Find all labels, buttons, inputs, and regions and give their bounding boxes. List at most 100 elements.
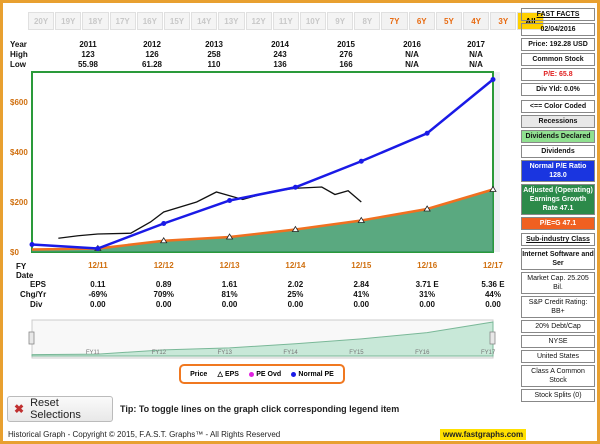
navigator-label: FY13 <box>218 350 233 356</box>
reset-selections-label: Reset Selections <box>30 397 81 421</box>
eps-cell: 2.02 <box>287 280 304 289</box>
high-cell: 276 <box>339 50 353 59</box>
legend-peg[interactable]: P/E=G 47.1 <box>521 217 595 230</box>
div-label: Div <box>30 300 43 309</box>
period-btn-4y[interactable]: 4Y <box>463 12 490 30</box>
period-btn-9y[interactable]: 9Y <box>327 12 354 30</box>
x-tick-label: 12/15 <box>351 261 372 270</box>
eps-point <box>225 233 234 240</box>
eps-cell: 2.84 <box>353 280 370 289</box>
site-link[interactable]: www.fastgraphs.com <box>440 429 527 440</box>
navigator-label: FY12 <box>152 350 167 356</box>
color-coded-label: <== Color Coded <box>521 100 595 113</box>
fast-facts-title: FAST FACTS <box>521 8 595 21</box>
y-tick-label: $0 <box>10 248 19 257</box>
period-btn-15y[interactable]: 15Y <box>163 12 191 30</box>
high-label: High <box>10 50 28 59</box>
eps-line <box>31 188 494 251</box>
high-cell: N/A <box>405 50 419 59</box>
low-cell: N/A <box>405 60 419 69</box>
y-tick-label: $400 <box>10 148 28 157</box>
legend-normal-pe-ratio[interactable]: Normal P/E Ratio 128.0 <box>521 160 595 182</box>
eps-point <box>357 216 365 223</box>
navigator-right-handle <box>489 331 496 345</box>
legend-eps-label: EPS <box>224 370 239 378</box>
legend-pe-ovd[interactable]: PE Ovd <box>249 371 281 378</box>
navigator-label: FY15 <box>349 350 364 356</box>
chg-cell: -69% <box>88 290 108 299</box>
legend-recessions[interactable]: Recessions <box>521 115 595 128</box>
chg-label: Chg/Yr <box>20 290 47 299</box>
x-tick-label: 12/13 <box>220 261 241 270</box>
div-cell: 0.00 <box>353 300 370 309</box>
year-label: Year <box>10 40 27 49</box>
low-cell: 166 <box>339 60 353 69</box>
high-cell: 243 <box>273 50 287 59</box>
high-cell: 126 <box>145 50 159 59</box>
eps-label: EPS <box>30 280 47 289</box>
period-btn-all[interactable]: All <box>517 12 544 30</box>
period-btn-14y[interactable]: 14Y <box>191 12 218 30</box>
period-btn-10y[interactable]: 10Y <box>299 12 327 30</box>
period-btn-7y[interactable]: 7Y <box>381 12 408 30</box>
low-cell: 55.98 <box>77 60 99 69</box>
price-value: Price: 192.28 USD <box>521 38 595 51</box>
period-btn-19y[interactable]: 19Y <box>55 12 82 30</box>
period-btn-6y[interactable]: 6Y <box>408 12 435 30</box>
period-btn-16y[interactable]: 16Y <box>136 12 163 30</box>
low-cell: N/A <box>469 60 483 69</box>
period-btn-12y[interactable]: 12Y <box>245 12 272 30</box>
period-btn-3y[interactable]: 3Y <box>490 12 517 30</box>
triangle-icon: △ <box>217 371 223 378</box>
plot-right-pad <box>494 72 500 252</box>
legend-price[interactable]: Price <box>190 371 207 378</box>
low-cell: 110 <box>207 60 221 69</box>
period-btn-5y[interactable]: 5Y <box>435 12 462 30</box>
period-btn-17y[interactable]: 17Y <box>109 12 136 30</box>
legend-eps[interactable]: △ EPS <box>217 370 239 379</box>
period-btn-11y[interactable]: 11Y <box>272 12 299 30</box>
x-tick-label: 12/17 <box>483 261 504 270</box>
x-tick-label: 12/11 <box>88 261 108 270</box>
credit-rating: S&P Credit Rating: BB+ <box>521 296 595 318</box>
high-cell: 123 <box>81 50 95 59</box>
legend-dividends-declared[interactable]: Dividends Declared <box>521 130 595 143</box>
eps-cell: 3.71 E <box>415 280 439 289</box>
legend-normal-pe-label: Normal PE <box>298 370 334 378</box>
eps-point <box>423 205 431 212</box>
copyright-footer: Historical Graph - Copyright © 2015, F.A… <box>8 430 281 439</box>
period-btn-13y[interactable]: 13Y <box>218 12 245 30</box>
normal-pe-point <box>29 242 35 247</box>
chg-cell: 44% <box>484 290 501 299</box>
chg-cell: 31% <box>419 290 436 299</box>
pe-ovd-dot-icon <box>249 371 255 377</box>
period-btn-18y[interactable]: 18Y <box>82 12 109 30</box>
navigator-label: FY11 <box>86 350 101 356</box>
legend-dividends[interactable]: Dividends <box>521 145 595 158</box>
stock-type: Common Stock <box>521 53 595 66</box>
low-cell: 61.28 <box>141 60 163 69</box>
chg-cell: 709% <box>153 290 174 299</box>
legend-normal-pe[interactable]: Normal PE <box>291 370 334 378</box>
y-tick-label: $200 <box>10 198 28 207</box>
normal-pe-point <box>95 246 101 251</box>
normal-pe-point <box>292 184 298 190</box>
fy-date-label: FY Date <box>16 262 34 280</box>
subindustry-value: Internet Software and Ser <box>521 248 595 270</box>
period-btn-8y[interactable]: 8Y <box>354 12 381 30</box>
eps-cell: 0.11 <box>90 280 106 289</box>
period-btn-20y[interactable]: 20Y <box>28 12 55 30</box>
navigator-label: FY14 <box>283 350 298 356</box>
share-class: Class A Common Stock <box>521 365 595 387</box>
eps-cell: 5.36 E <box>481 280 505 289</box>
low-label: Low <box>10 60 26 69</box>
x-tick-label: 12/14 <box>285 261 306 270</box>
legend-adjusted-earnings[interactable]: Adjusted (Operating) Earnings Growth Rat… <box>521 184 595 215</box>
navigator-label: FY16 <box>415 350 430 356</box>
reset-selections-button[interactable]: ✖ Reset Selections <box>7 396 113 422</box>
normal-pe-point <box>490 77 496 82</box>
chg-cell: 25% <box>287 290 304 299</box>
eps-point <box>489 185 497 192</box>
normal-pe-point <box>358 158 364 164</box>
